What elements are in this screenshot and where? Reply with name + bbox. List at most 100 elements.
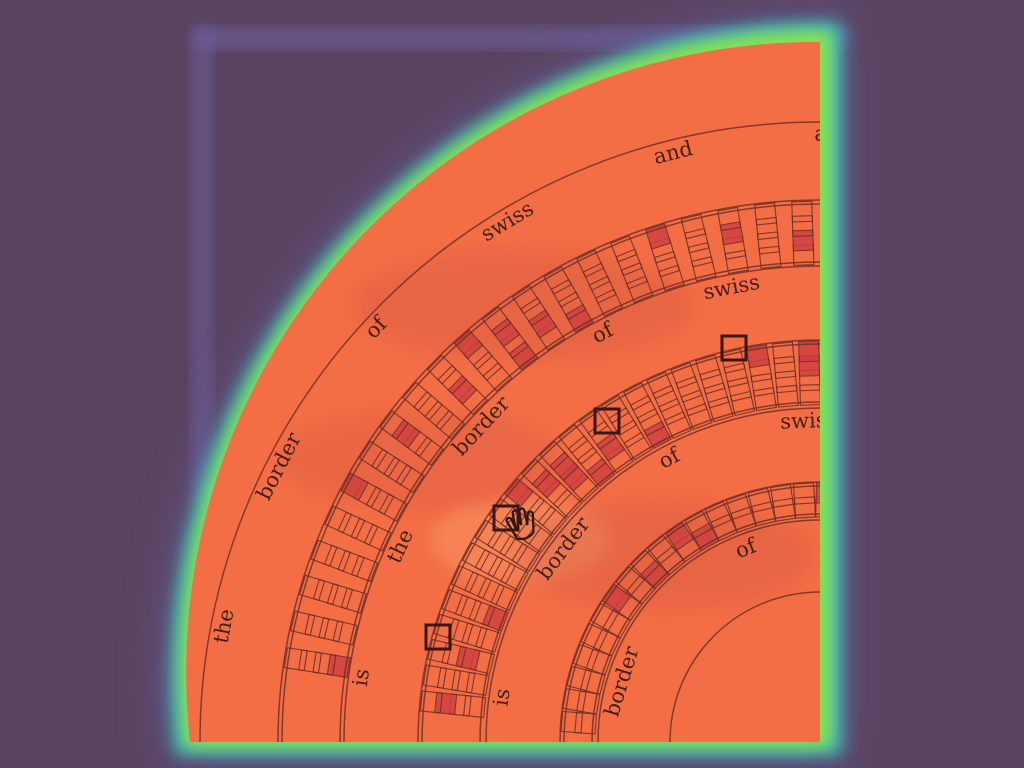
grid-cell	[791, 215, 814, 237]
heatmap-red-band	[515, 500, 815, 610]
grid-cell	[574, 711, 598, 735]
grid-cell	[527, 309, 558, 339]
grid-cell	[499, 535, 529, 565]
grid-cell	[562, 688, 587, 713]
grid-cell	[426, 354, 457, 385]
grid-cell	[557, 291, 587, 321]
grid-cell	[615, 248, 643, 277]
grid-cell	[758, 245, 782, 269]
grid-cell	[531, 468, 562, 499]
grid-cell	[653, 250, 681, 278]
grid-cell	[798, 340, 820, 363]
grid-cell	[437, 364, 468, 395]
grid-cell	[590, 602, 620, 632]
grid-cell	[658, 264, 685, 292]
grid-cell	[453, 329, 484, 360]
grid-cell	[391, 419, 421, 449]
ring-separator	[479, 401, 820, 743]
ring-word: swiss	[780, 408, 838, 434]
grid-cell	[566, 665, 593, 692]
grid-cell	[771, 341, 795, 365]
highlight-box	[424, 623, 452, 651]
grid-cell	[350, 517, 379, 546]
grid-cell	[564, 304, 594, 333]
grid-cell	[358, 440, 388, 470]
grid-cell	[468, 599, 496, 627]
grid-cell	[526, 496, 557, 527]
grid-cell	[630, 549, 661, 580]
grid-cell	[323, 544, 352, 572]
grid-cell	[652, 384, 681, 413]
grid-cell	[465, 671, 490, 697]
grid-cell	[472, 351, 503, 381]
grid-cell	[695, 354, 722, 381]
grid-cell	[567, 435, 598, 465]
highlight-box	[492, 504, 520, 532]
grid-cell	[646, 371, 675, 400]
ring-separator	[591, 513, 820, 743]
grid-cell	[543, 266, 573, 295]
grid-cell	[558, 424, 589, 454]
ring-word: is	[489, 687, 515, 708]
grid-cell	[304, 613, 330, 640]
grid-cell	[434, 691, 458, 716]
grid-cell	[719, 221, 744, 246]
grid-cell	[572, 643, 600, 671]
grid-cell	[477, 577, 506, 606]
grid-cell	[298, 574, 326, 601]
grid-cell	[310, 539, 338, 567]
grid-cell	[815, 496, 820, 518]
grid-cell	[337, 511, 366, 540]
grid-cell	[776, 384, 799, 408]
grid-cell	[704, 500, 733, 529]
ring-separator	[281, 203, 820, 743]
heatmap-red-band	[355, 250, 695, 360]
grid-cell	[730, 506, 757, 534]
grid-cell	[508, 340, 538, 371]
grid-cell	[490, 317, 521, 348]
grid-cell	[629, 395, 659, 424]
highlight-markers	[424, 334, 748, 651]
grid-cell	[436, 666, 462, 692]
grid-cell	[371, 448, 401, 478]
grid-cell	[772, 497, 797, 522]
grid-cell	[463, 694, 487, 719]
grid-cell	[560, 710, 584, 734]
grid-cell	[402, 381, 432, 412]
grid-cell	[602, 609, 632, 639]
grid-cell	[664, 411, 693, 440]
ring-separator	[199, 121, 820, 743]
grid-cell	[774, 370, 798, 394]
grid-cell	[363, 523, 392, 552]
grid-cell	[792, 229, 814, 252]
grid-cell	[594, 288, 624, 317]
grid-cell	[793, 496, 817, 519]
grid-cell	[379, 410, 409, 440]
grid-cell	[680, 389, 708, 417]
grid-cell	[324, 505, 353, 534]
grid-cell	[773, 355, 797, 379]
grid-cell	[504, 477, 534, 508]
grid-cell	[500, 562, 529, 592]
grid-cell	[626, 575, 656, 605]
grid-cell	[424, 400, 454, 431]
ring-separator	[343, 265, 820, 743]
grid-cell	[395, 464, 425, 494]
grid-cell	[655, 545, 686, 576]
grid-cell	[552, 488, 583, 519]
grid-cell	[684, 227, 710, 254]
grid-cell	[815, 482, 820, 504]
grid-cell	[312, 651, 337, 676]
grid-cell	[332, 620, 358, 646]
grid-cell	[609, 235, 638, 263]
grid-cell	[549, 451, 579, 482]
grid-cell	[482, 362, 513, 392]
grid-cell	[664, 521, 695, 552]
grid-cell	[378, 493, 408, 522]
grid-cell	[752, 387, 777, 412]
grid-cell	[576, 690, 601, 715]
grid-cell	[691, 256, 717, 282]
grid-cell	[523, 523, 554, 554]
